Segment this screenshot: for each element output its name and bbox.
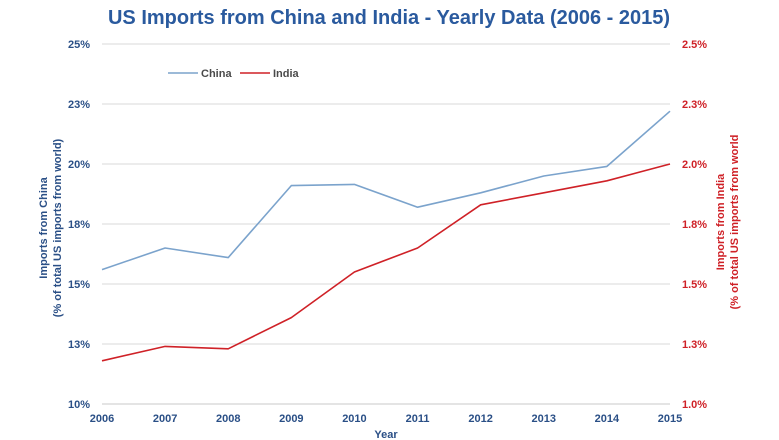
- legend: China India: [168, 68, 300, 80]
- x-tick-labels: 2006 2007 2008 2009 2010 2011 2012 2013 2014 2015: [90, 413, 682, 425]
- left-tick-label: 13%: [68, 339, 90, 351]
- left-tick-label: 25%: [68, 39, 90, 51]
- right-y-tick-labels: 1.0% 1.3% 1.5% 1.8% 2.0% 2.3% 2.5%: [682, 39, 707, 411]
- legend-label-china: China: [201, 68, 232, 80]
- right-axis-title: Imports from India (% of total US import…: [715, 135, 741, 310]
- series-line-china: [101, 110, 671, 271]
- right-tick-label: 1.3%: [682, 339, 707, 351]
- left-tick-label: 23%: [68, 99, 90, 111]
- chart-title: US Imports from China and India - Yearly…: [108, 7, 670, 29]
- right-tick-label: 2.0%: [682, 159, 707, 171]
- right-axis-title-line2: (% of total US imports from world: [729, 135, 741, 310]
- left-y-tick-labels: 10% 13% 15% 18% 20% 23% 25%: [68, 39, 90, 411]
- x-tick-label: 2007: [153, 413, 177, 425]
- right-tick-label: 2.5%: [682, 39, 707, 51]
- x-tick-label: 2013: [532, 413, 556, 425]
- left-axis-title-line2: (% of total US imports from world): [52, 138, 64, 317]
- x-axis-title: Year: [374, 429, 398, 440]
- left-tick-label: 18%: [68, 219, 90, 231]
- x-tick-label: 2009: [279, 413, 303, 425]
- left-tick-label: 10%: [68, 399, 90, 411]
- x-tick-label: 2011: [406, 413, 430, 425]
- series-line-india: [101, 163, 671, 362]
- left-tick-label: 15%: [68, 279, 90, 291]
- left-tick-label: 20%: [68, 159, 90, 171]
- legend-label-india: India: [273, 68, 300, 80]
- right-tick-label: 1.5%: [682, 279, 707, 291]
- right-tick-label: 2.3%: [682, 99, 707, 111]
- x-tick-label: 2010: [342, 413, 366, 425]
- right-axis-title-line1: Imports from India: [715, 173, 727, 270]
- right-tick-label: 1.8%: [682, 219, 707, 231]
- x-tick-label: 2014: [595, 413, 620, 425]
- right-tick-label: 1.0%: [682, 399, 707, 411]
- x-tick-label: 2015: [658, 413, 682, 425]
- left-axis-title-line1: Imports from China: [38, 176, 50, 278]
- series-lines: [101, 110, 671, 362]
- x-tick-label: 2006: [90, 413, 114, 425]
- x-tick-label: 2008: [216, 413, 240, 425]
- x-tick-label: 2012: [468, 413, 492, 425]
- gridlines: [102, 43, 670, 345]
- left-axis-title: Imports from China (% of total US import…: [38, 138, 64, 317]
